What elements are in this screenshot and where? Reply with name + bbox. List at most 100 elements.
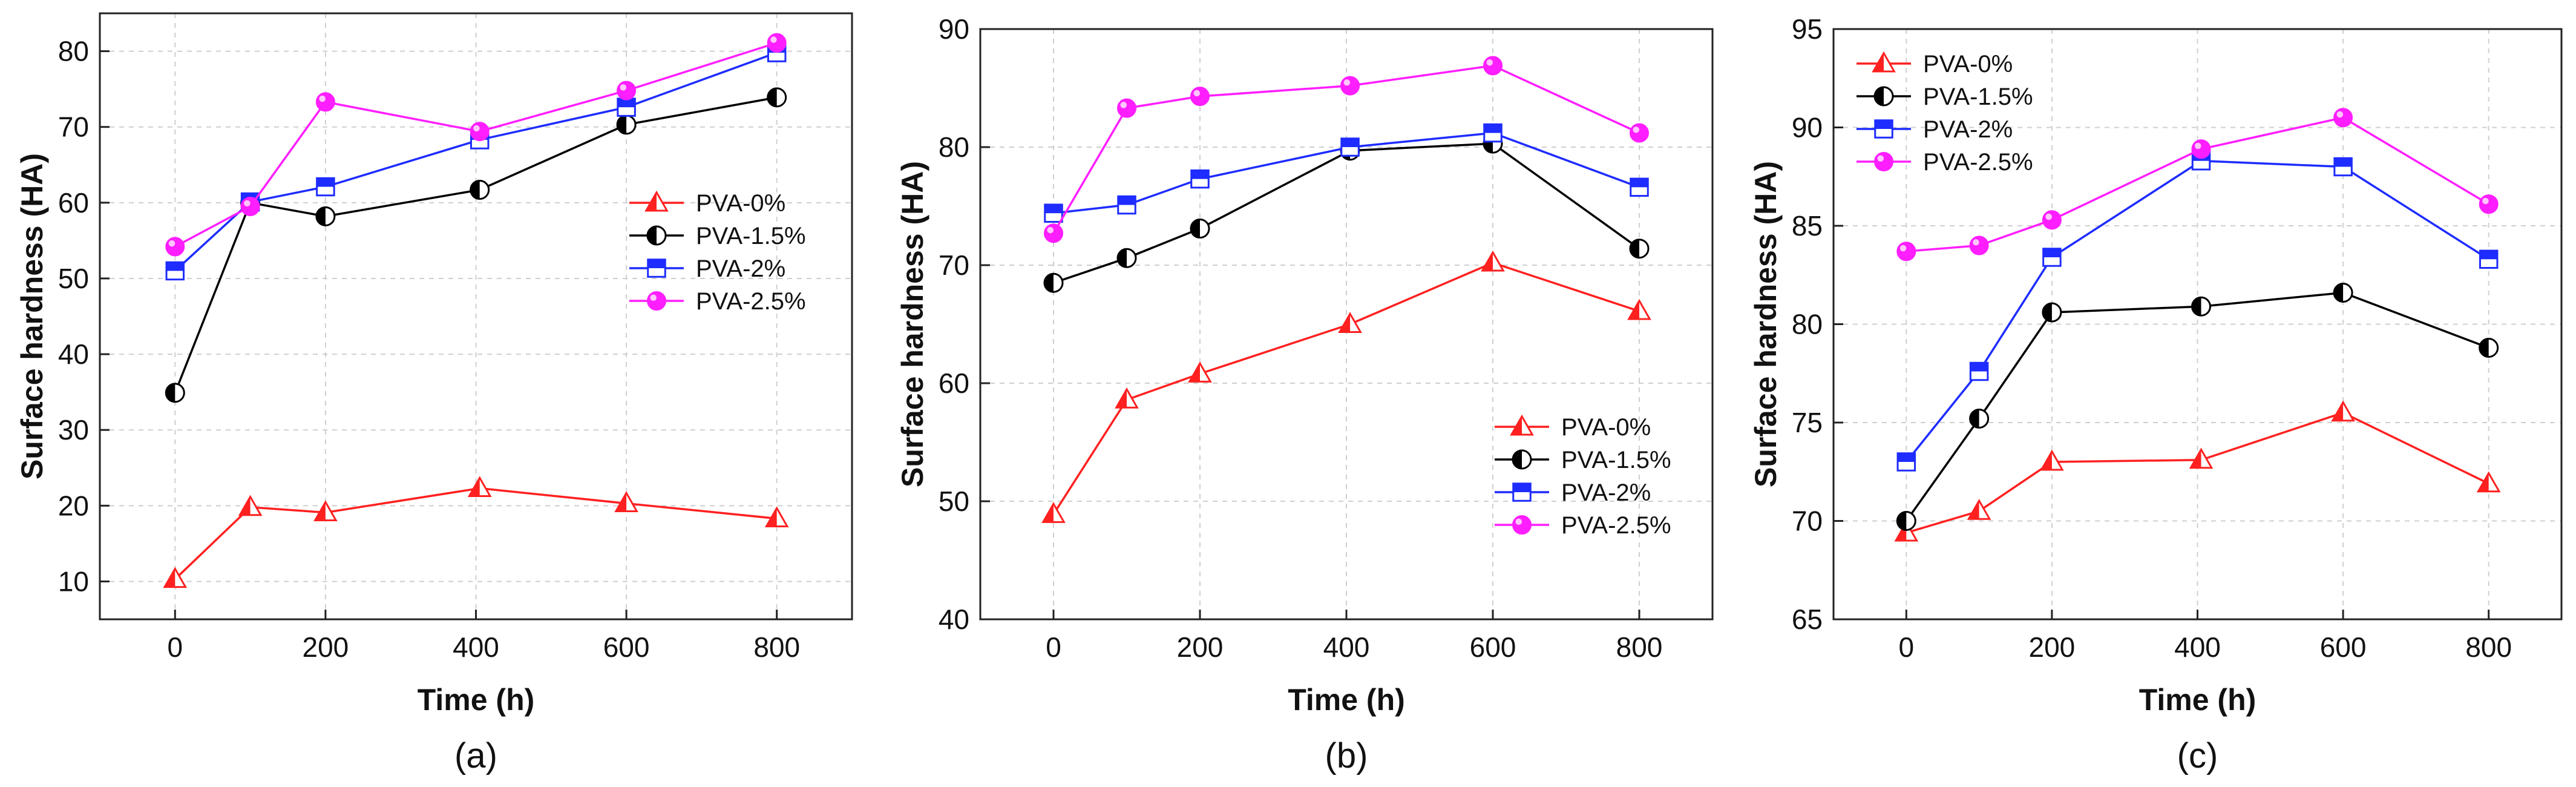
data-point — [467, 476, 492, 497]
data-point — [2040, 449, 2064, 471]
data-point — [2479, 194, 2499, 214]
series-0 — [1894, 400, 2501, 542]
data-point — [2191, 139, 2211, 159]
data-point — [1630, 177, 1649, 197]
series-2 — [1044, 123, 1649, 223]
legend-marker — [1512, 515, 1532, 535]
series-0 — [1041, 250, 1651, 523]
x-tick-label: 200 — [1177, 631, 1224, 663]
data-point — [1041, 502, 1066, 523]
legend-marker — [644, 190, 669, 212]
series-line — [174, 487, 777, 580]
legend-label: PVA-1.5% — [1561, 447, 1671, 473]
chart-panel-2: 0 200 400 600 800 65 70 75 80 85 90 95 Time (h) Surfa… — [1749, 13, 2563, 775]
x-axis-title: Time (h) — [1288, 683, 1405, 717]
y-tick-label: 40 — [58, 338, 89, 370]
y-tick-label: 65 — [1792, 604, 1823, 635]
legend-marker — [1874, 152, 1893, 171]
series-line — [1053, 131, 1640, 214]
y-axis-title: Surface hardness (HA) — [896, 161, 929, 487]
data-point — [1115, 387, 1139, 409]
legend-marker — [647, 258, 666, 278]
data-point — [2333, 157, 2353, 177]
data-point — [1340, 76, 1360, 96]
legend-label: PVA-1.5% — [696, 223, 806, 249]
series-line — [1905, 159, 2489, 463]
data-point — [2331, 400, 2355, 422]
y-tick-label: 30 — [58, 414, 89, 446]
chart-panel-0: 0 200 400 600 800 10 20 30 40 50 60 70 80 Time (h) Sur… — [15, 12, 853, 775]
data-point — [614, 491, 638, 512]
data-point — [313, 500, 338, 522]
data-point — [163, 567, 188, 588]
data-point — [1117, 98, 1136, 118]
data-point — [470, 122, 490, 142]
y-tick-label: 75 — [1792, 407, 1823, 438]
x-tick-label: 0 — [1899, 631, 1915, 663]
data-point — [2333, 108, 2353, 128]
legend-label: PVA-0% — [1561, 414, 1651, 441]
y-tick-label: 60 — [939, 367, 969, 399]
panel-caption: (a) — [454, 736, 497, 775]
legend-label: PVA-1.5% — [1923, 84, 2033, 110]
data-point — [2191, 296, 2212, 317]
y-tick-label: 40 — [939, 604, 969, 635]
legend-label: PVA-2% — [1561, 479, 1651, 506]
y-tick-label: 80 — [1792, 309, 1823, 340]
data-point — [470, 180, 490, 200]
data-point — [165, 237, 185, 257]
data-point — [1043, 272, 1064, 293]
series-2 — [1896, 151, 2499, 472]
x-tick-label: 600 — [603, 631, 650, 663]
legend-label: PVA-0% — [696, 190, 785, 217]
y-tick-label: 20 — [58, 490, 89, 521]
legend-label: PVA-2.5% — [1561, 512, 1671, 539]
data-point — [1969, 409, 1990, 429]
data-point — [165, 261, 185, 281]
x-tick-label: 400 — [453, 631, 499, 663]
data-point — [2479, 338, 2499, 358]
data-point — [616, 114, 637, 135]
data-point — [1896, 452, 1916, 472]
legend: PVA-0% PVA-1.5% PVA-2% PVA-2.5% — [629, 190, 806, 315]
legend-marker — [1512, 449, 1532, 470]
x-tick-label: 600 — [1470, 631, 1516, 663]
series-3 — [1896, 108, 2499, 262]
data-point — [2476, 471, 2501, 493]
y-tick-label: 50 — [939, 486, 969, 517]
data-point — [315, 92, 335, 112]
y-axis-title: Surface hardness (HA) — [15, 153, 49, 479]
data-point — [1340, 137, 1360, 157]
y-tick-label: 70 — [58, 111, 89, 143]
data-point — [315, 206, 336, 226]
data-point — [1483, 56, 1503, 76]
x-tick-label: 400 — [1323, 631, 1370, 663]
legend-label: PVA-0% — [1923, 51, 2013, 77]
y-tick-label: 70 — [939, 249, 969, 281]
data-point — [1117, 195, 1136, 215]
legend-marker — [1874, 119, 1893, 139]
y-tick-label: 90 — [939, 13, 969, 45]
data-point — [165, 383, 185, 403]
data-point — [767, 33, 787, 53]
y-tick-label: 70 — [1792, 505, 1823, 537]
x-tick-label: 200 — [2029, 631, 2076, 663]
series-line — [174, 96, 778, 394]
data-point — [1190, 87, 1210, 107]
legend-marker — [647, 291, 666, 311]
series-3 — [165, 33, 787, 257]
chart-panel-1: 0 200 400 600 800 40 50 60 70 80 90 Time (h) Surface… — [896, 13, 1714, 775]
legend-marker — [1512, 482, 1532, 502]
data-point — [1190, 169, 1210, 189]
x-tick-label: 600 — [2320, 631, 2367, 663]
legend: PVA-0% PVA-1.5% PVA-2% PVA-2.5% — [1857, 51, 2033, 176]
panel-caption: (b) — [1325, 736, 1368, 775]
data-point — [1627, 298, 1651, 320]
y-axis-title: Surface hardness (HA) — [1749, 161, 1783, 487]
legend: PVA-0% PVA-1.5% PVA-2% PVA-2.5% — [1495, 414, 1671, 539]
series-0 — [163, 476, 789, 588]
panel-caption: (c) — [2177, 736, 2218, 775]
legend-label: PVA-2.5% — [696, 288, 806, 315]
legend-marker — [1873, 86, 1894, 107]
